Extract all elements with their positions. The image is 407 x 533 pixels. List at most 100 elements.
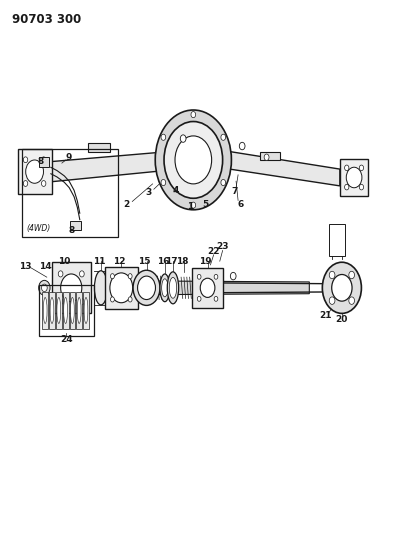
- Circle shape: [221, 180, 225, 185]
- Ellipse shape: [70, 297, 74, 324]
- Circle shape: [61, 274, 82, 302]
- Text: 12: 12: [113, 257, 125, 265]
- Circle shape: [322, 262, 361, 313]
- Bar: [22, 149, 118, 237]
- Circle shape: [79, 298, 84, 305]
- Circle shape: [128, 297, 132, 302]
- Text: 14: 14: [39, 262, 52, 271]
- Circle shape: [42, 157, 46, 163]
- Text: 18: 18: [176, 257, 188, 265]
- Text: 23: 23: [217, 243, 229, 251]
- Ellipse shape: [162, 279, 168, 297]
- Bar: [88, 143, 110, 152]
- Ellipse shape: [50, 297, 54, 324]
- Circle shape: [23, 157, 28, 163]
- Circle shape: [349, 271, 354, 279]
- Bar: [18, 149, 52, 194]
- Bar: [192, 268, 223, 308]
- Polygon shape: [136, 281, 309, 295]
- Circle shape: [264, 154, 269, 160]
- Circle shape: [155, 110, 232, 210]
- Ellipse shape: [84, 297, 88, 324]
- Circle shape: [346, 167, 362, 188]
- Circle shape: [133, 270, 160, 305]
- Text: 8: 8: [68, 227, 74, 235]
- Ellipse shape: [160, 274, 170, 302]
- Ellipse shape: [169, 277, 177, 298]
- Bar: [340, 159, 368, 196]
- Text: 6: 6: [237, 200, 243, 208]
- Bar: [70, 221, 81, 230]
- Circle shape: [110, 297, 114, 302]
- Text: 20: 20: [336, 316, 348, 324]
- Text: 8: 8: [37, 157, 44, 166]
- Circle shape: [345, 165, 349, 171]
- Text: 21: 21: [319, 311, 332, 320]
- Ellipse shape: [43, 297, 47, 324]
- Circle shape: [197, 296, 201, 301]
- Circle shape: [191, 111, 196, 118]
- Ellipse shape: [77, 297, 81, 324]
- Text: 2: 2: [123, 200, 129, 208]
- Circle shape: [191, 202, 196, 208]
- Text: 17: 17: [164, 257, 177, 265]
- Circle shape: [239, 142, 245, 150]
- Bar: [39, 285, 94, 336]
- Circle shape: [164, 122, 223, 198]
- Circle shape: [110, 273, 114, 279]
- Circle shape: [23, 181, 28, 187]
- Polygon shape: [52, 152, 165, 182]
- Circle shape: [214, 274, 218, 279]
- Circle shape: [58, 271, 63, 277]
- Text: 90703 300: 90703 300: [12, 13, 81, 26]
- Bar: [329, 224, 345, 256]
- Text: 10: 10: [58, 257, 70, 265]
- Circle shape: [214, 296, 218, 301]
- Bar: [105, 266, 138, 309]
- Circle shape: [349, 297, 354, 304]
- Circle shape: [42, 284, 47, 292]
- Text: 15: 15: [138, 257, 151, 265]
- Text: 13: 13: [19, 262, 31, 271]
- Circle shape: [161, 180, 166, 185]
- Circle shape: [329, 271, 335, 279]
- Circle shape: [359, 165, 363, 171]
- Circle shape: [359, 184, 363, 190]
- Ellipse shape: [64, 297, 68, 324]
- Circle shape: [197, 274, 201, 279]
- Bar: [77, 292, 82, 329]
- Bar: [70, 292, 75, 329]
- Text: 9: 9: [65, 153, 72, 161]
- Circle shape: [221, 134, 225, 140]
- Ellipse shape: [94, 271, 107, 305]
- Circle shape: [58, 298, 63, 305]
- Text: 19: 19: [199, 257, 212, 265]
- Circle shape: [175, 136, 212, 184]
- Text: 7: 7: [232, 188, 238, 196]
- Text: 11: 11: [93, 257, 105, 265]
- Circle shape: [200, 278, 215, 297]
- Bar: [52, 262, 91, 313]
- Circle shape: [345, 184, 349, 190]
- Circle shape: [26, 160, 44, 183]
- Text: 16: 16: [157, 257, 169, 265]
- Circle shape: [138, 276, 155, 300]
- Text: 24: 24: [60, 335, 73, 344]
- Circle shape: [329, 297, 335, 304]
- Circle shape: [161, 134, 166, 140]
- Circle shape: [180, 135, 186, 142]
- Bar: [260, 152, 280, 160]
- Bar: [39, 157, 49, 167]
- Circle shape: [39, 280, 50, 295]
- Bar: [49, 292, 55, 329]
- Text: 1: 1: [187, 203, 194, 211]
- Circle shape: [332, 274, 352, 301]
- Polygon shape: [222, 150, 340, 186]
- Circle shape: [42, 181, 46, 187]
- Bar: [63, 292, 68, 329]
- Ellipse shape: [57, 297, 61, 324]
- Circle shape: [230, 272, 236, 280]
- Text: 3: 3: [145, 189, 152, 197]
- Bar: [56, 292, 62, 329]
- Text: (4WD): (4WD): [26, 224, 51, 233]
